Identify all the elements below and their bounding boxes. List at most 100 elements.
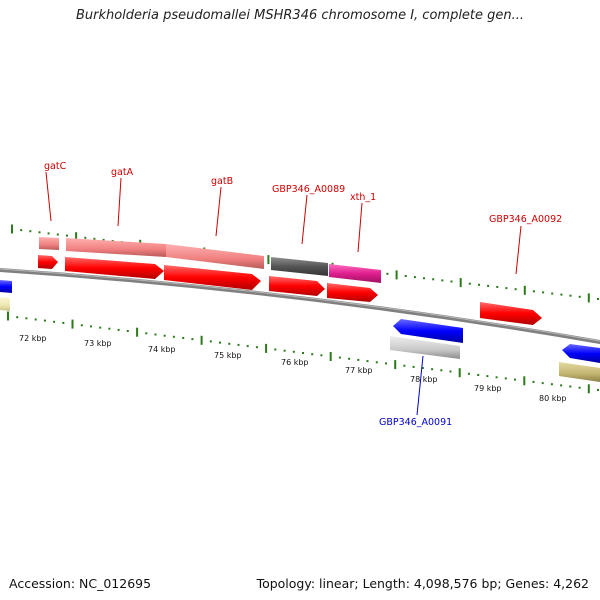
lower-ruler-minor-tick <box>578 386 581 389</box>
tick-label-79kbp: 79 kbp <box>474 384 502 393</box>
upper-ruler-minor-tick <box>84 236 87 239</box>
lower-ruler-minor-tick <box>495 376 498 379</box>
lower-ruler-major-tick <box>71 319 74 329</box>
left-edge-feature-pale[interactable] <box>0 297 10 311</box>
gene-label-A0091[interactable]: GBP346_A0091 <box>379 417 452 428</box>
right-edge-reverse-gene[interactable] <box>562 344 600 363</box>
upper-ruler-major-tick <box>459 278 462 288</box>
lower-ruler-minor-tick <box>191 338 194 341</box>
upper-ruler-minor-tick <box>65 234 68 237</box>
lower-ruler-minor-tick <box>403 364 406 367</box>
upper-ruler-major-tick <box>267 255 270 265</box>
lower-ruler-major-tick <box>329 352 332 361</box>
upper-ruler-minor-tick <box>386 272 389 275</box>
feature-A0091-annotation[interactable] <box>390 336 460 359</box>
upper-ruler-major-tick <box>75 232 78 242</box>
lower-ruler-minor-tick <box>219 341 221 344</box>
lower-ruler-major-tick <box>394 360 397 370</box>
gene-label-xth1[interactable]: xth_1 <box>350 192 376 203</box>
leader-gatC <box>45 171 52 222</box>
tick-label-78kbp: 78 kbp <box>410 375 438 384</box>
lower-ruler-minor-tick <box>477 374 480 376</box>
upper-ruler-minor-tick <box>542 291 545 294</box>
feature-A0089-annotation[interactable] <box>271 257 328 276</box>
tick-label-77kbp: 77 kbp <box>345 366 373 375</box>
upper-ruler-minor-tick <box>505 287 508 290</box>
upper-ruler-minor-tick <box>404 275 407 277</box>
upper-ruler-minor-tick <box>487 284 490 287</box>
upper-ruler-minor-tick <box>569 294 572 297</box>
right-edge-feature-khaki[interactable] <box>559 362 600 382</box>
lower-ruler-minor-tick <box>16 316 19 319</box>
lower-ruler-minor-tick <box>34 318 37 321</box>
lower-ruler-minor-tick <box>274 348 277 351</box>
lower-ruler-minor-tick <box>348 357 351 360</box>
lower-ruler-minor-tick <box>172 335 175 338</box>
lower-ruler-minor-tick <box>338 356 341 359</box>
lower-ruler <box>7 311 599 394</box>
upper-ruler-minor-tick <box>597 298 599 300</box>
upper-ruler-minor-tick <box>560 293 563 296</box>
lower-ruler-minor-tick <box>357 358 360 361</box>
gene-A0092-arrow[interactable] <box>480 302 542 325</box>
lower-ruler-minor-tick <box>320 354 323 357</box>
gene-gatB-arrow[interactable] <box>164 265 261 290</box>
lower-ruler-minor-tick <box>412 365 415 368</box>
upper-ruler-major-tick <box>587 293 590 303</box>
lower-ruler-major-tick <box>458 368 461 378</box>
lower-ruler-minor-tick <box>154 333 157 336</box>
feature-gatB-annotation[interactable] <box>166 244 264 269</box>
tick-label-73kbp: 73 kbp <box>84 339 112 348</box>
gene-gatC-arrow[interactable] <box>38 255 58 269</box>
upper-ruler-minor-tick <box>20 229 23 232</box>
left-edge-reverse-gene[interactable] <box>0 280 12 293</box>
leader-A0089 <box>301 194 308 245</box>
upper-ruler-minor-tick <box>38 231 41 234</box>
lower-ruler-major-tick <box>265 343 268 353</box>
upper-ruler-minor-tick <box>413 276 416 279</box>
lower-ruler-major-tick <box>200 335 203 345</box>
feature-xth1-annotation[interactable] <box>329 264 381 283</box>
gene-label-A0089[interactable]: GBP346_A0089 <box>272 184 345 195</box>
upper-ruler-minor-tick <box>478 283 480 286</box>
lower-ruler-minor-tick <box>514 378 516 381</box>
lower-ruler-minor-tick <box>283 349 286 352</box>
lower-ruler-minor-tick <box>541 382 544 385</box>
upper-ruler-major-tick <box>11 224 13 234</box>
lower-ruler-minor-tick <box>302 352 304 354</box>
upper-ruler-minor-tick <box>441 279 444 282</box>
gene-labels: gatC gatA gatB GBP346_A0089 xth_1 GBP346… <box>44 161 562 428</box>
gene-label-gatB[interactable]: gatB <box>211 176 233 187</box>
gene-label-gatA[interactable]: gatA <box>111 167 134 178</box>
lower-ruler-minor-tick <box>80 324 83 327</box>
backbone-highlight <box>0 268 600 342</box>
lower-ruler-minor-tick <box>467 372 470 375</box>
upper-ruler-minor-tick <box>29 230 32 233</box>
lower-ruler-minor-tick <box>486 375 489 378</box>
lower-ruler-major-tick <box>136 327 139 337</box>
lower-ruler-minor-tick <box>209 340 212 343</box>
upper-ruler-minor-tick <box>47 232 50 235</box>
gene-A0091-arrow[interactable] <box>393 319 463 343</box>
lower-ruler-minor-tick <box>449 370 452 373</box>
upper-ruler-major-tick <box>523 285 526 295</box>
gene-gatA-arrow[interactable] <box>65 257 164 279</box>
forward-genes <box>38 255 542 325</box>
lower-ruler-minor-tick <box>292 350 295 353</box>
lower-ruler-major-tick <box>587 384 590 394</box>
feature-gatA-annotation[interactable] <box>66 238 166 257</box>
lower-ruler-minor-tick <box>569 385 572 388</box>
lower-ruler-minor-tick <box>550 383 553 386</box>
gene-label-A0092[interactable]: GBP346_A0092 <box>489 214 562 225</box>
lower-ruler-minor-tick <box>385 362 387 365</box>
gene-xth1-arrow[interactable] <box>327 283 378 302</box>
upper-ruler-minor-tick <box>432 278 435 281</box>
gene-A0089-arrow[interactable] <box>269 276 325 296</box>
gene-label-gatC[interactable]: gatC <box>44 161 67 172</box>
lower-ruler-minor-tick <box>182 337 185 339</box>
feature-gatC-annotation[interactable] <box>39 237 59 250</box>
leader-A0091 <box>416 355 424 416</box>
lower-ruler-minor-tick <box>560 384 563 387</box>
lower-ruler-minor-tick <box>117 328 120 331</box>
